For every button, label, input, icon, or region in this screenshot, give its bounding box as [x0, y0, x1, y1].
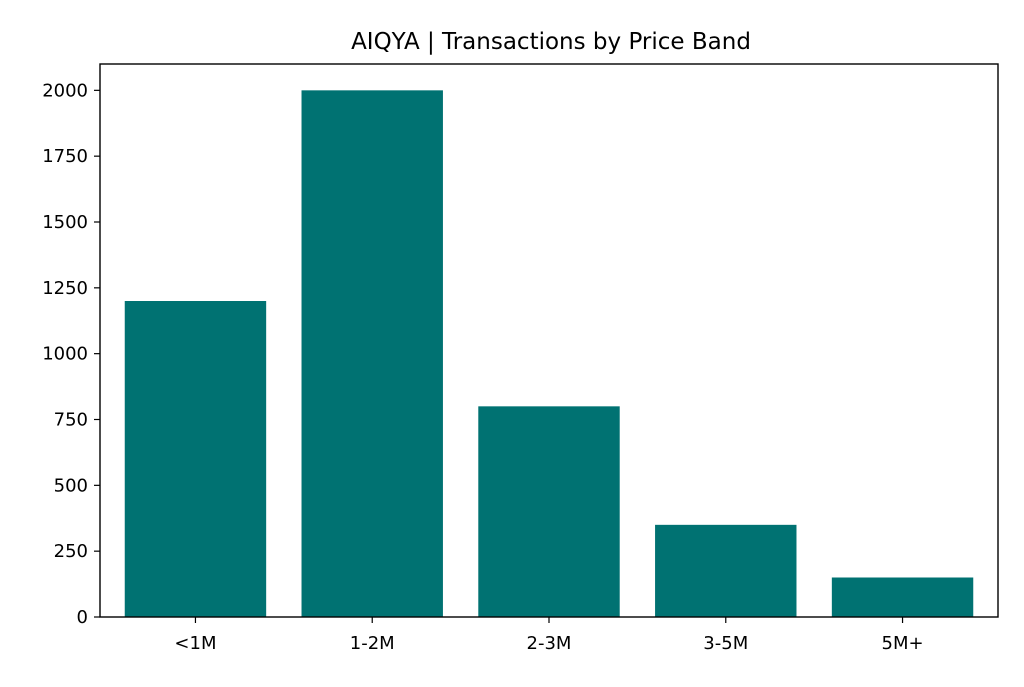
x-tick-label: 1-2M — [350, 633, 395, 654]
x-tick-label: 3-5M — [703, 633, 748, 654]
x-tick-label: 2-3M — [527, 633, 572, 654]
y-tick-label: 1500 — [42, 212, 88, 233]
plot-frame — [99, 63, 999, 618]
y-tick-label: 250 — [54, 541, 88, 562]
x-axis: <1M 1-2M 2-3M 3-5M 5M+ — [174, 617, 924, 654]
bar-3 — [655, 524, 797, 617]
bar-1 — [301, 90, 443, 618]
y-tick-label: 1750 — [42, 146, 88, 167]
x-tick-label: <1M — [174, 633, 216, 654]
bar-4 — [831, 577, 974, 617]
y-tick-label: 2000 — [42, 80, 88, 101]
bars-layer — [124, 90, 974, 618]
y-tick-label: 0 — [77, 607, 88, 628]
y-axis: 0 250 500 750 1000 1250 1500 1750 2000 — [42, 80, 100, 628]
y-tick-label: 500 — [54, 475, 88, 496]
y-tick-label: 750 — [54, 410, 88, 431]
bar-2 — [478, 406, 620, 617]
x-tick-label: 5M+ — [882, 633, 924, 654]
y-tick-label: 1000 — [42, 344, 88, 365]
chart-title: AIQYA | Transactions by Price Band — [351, 29, 751, 55]
y-tick-label: 1250 — [42, 278, 88, 299]
bar-0 — [124, 301, 267, 617]
